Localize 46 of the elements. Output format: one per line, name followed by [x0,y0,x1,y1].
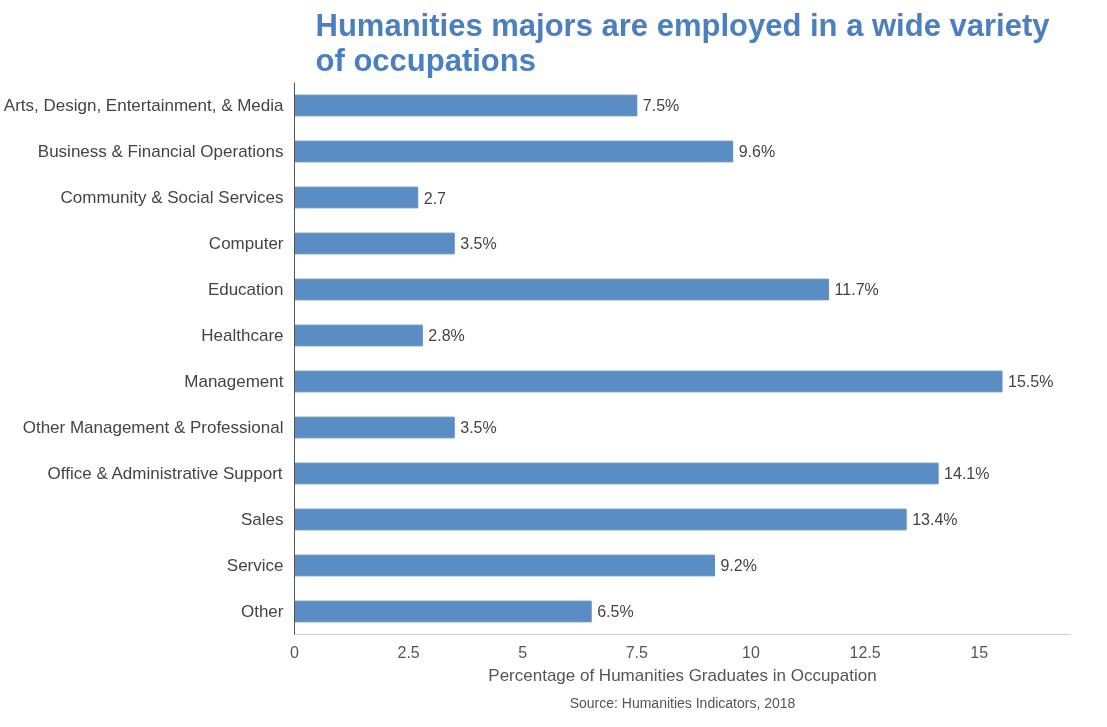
data-label: 2.7 [423,189,447,207]
y-tick-label: Healthcare [201,326,284,345]
data-label: 15.5% [1008,373,1054,390]
x-tick-label: 0 [290,643,300,661]
bar [294,140,734,163]
bar [294,600,592,623]
y-tick-label: Business & Financial Operations [37,142,284,161]
y-tick-label: Office & Administrative Support [47,464,283,483]
data-label: 9.6% [738,143,776,160]
bar [294,554,715,577]
data-label: 3.5% [460,235,497,252]
bar [294,94,638,117]
source-note: Source: Humanities Indicators, 2018 [569,694,796,711]
y-tick-label: Community & Social Services [60,188,284,207]
bar [294,508,907,531]
y-tick-label: Computer [208,234,284,253]
bar [294,370,1003,393]
bar [294,324,423,347]
bar [294,278,830,301]
data-label: 9.2% [720,557,757,574]
bar [294,416,455,439]
data-label: 7.5% [642,97,680,114]
bar [294,186,419,209]
data-label: 3.5% [460,419,497,436]
data-label: 13.4% [912,511,958,528]
x-tick-label: 2.5 [397,643,420,661]
x-tick-label: 12.5 [849,643,881,661]
data-label: 14.1% [944,465,990,482]
x-tick-label: 15 [970,643,989,661]
bar [294,232,455,255]
data-label: 11.7% [834,281,879,298]
bar [294,462,939,485]
x-tick-label: 10 [742,643,760,661]
y-tick-label: Other [240,602,284,621]
x-tick-label: 5 [518,643,528,661]
y-tick-label: Sales [240,510,284,529]
x-tick-label: 7.5 [625,643,649,661]
y-tick-label: Arts, Design, Entertainment, & Media [3,96,285,115]
y-tick-label: Service [226,556,284,575]
data-label: 2.8% [428,327,465,344]
x-axis-title: Percentage of Humanities Graduates in Occupation [488,665,877,685]
data-label: 6.5% [597,603,634,620]
y-tick-label: Other Management & Professional [22,418,284,437]
y-tick-label: Education [207,280,284,299]
chart-title: Humanities majors are employed in a wide variety of occupations [315,7,1051,78]
y-tick-label: Management [184,372,284,391]
